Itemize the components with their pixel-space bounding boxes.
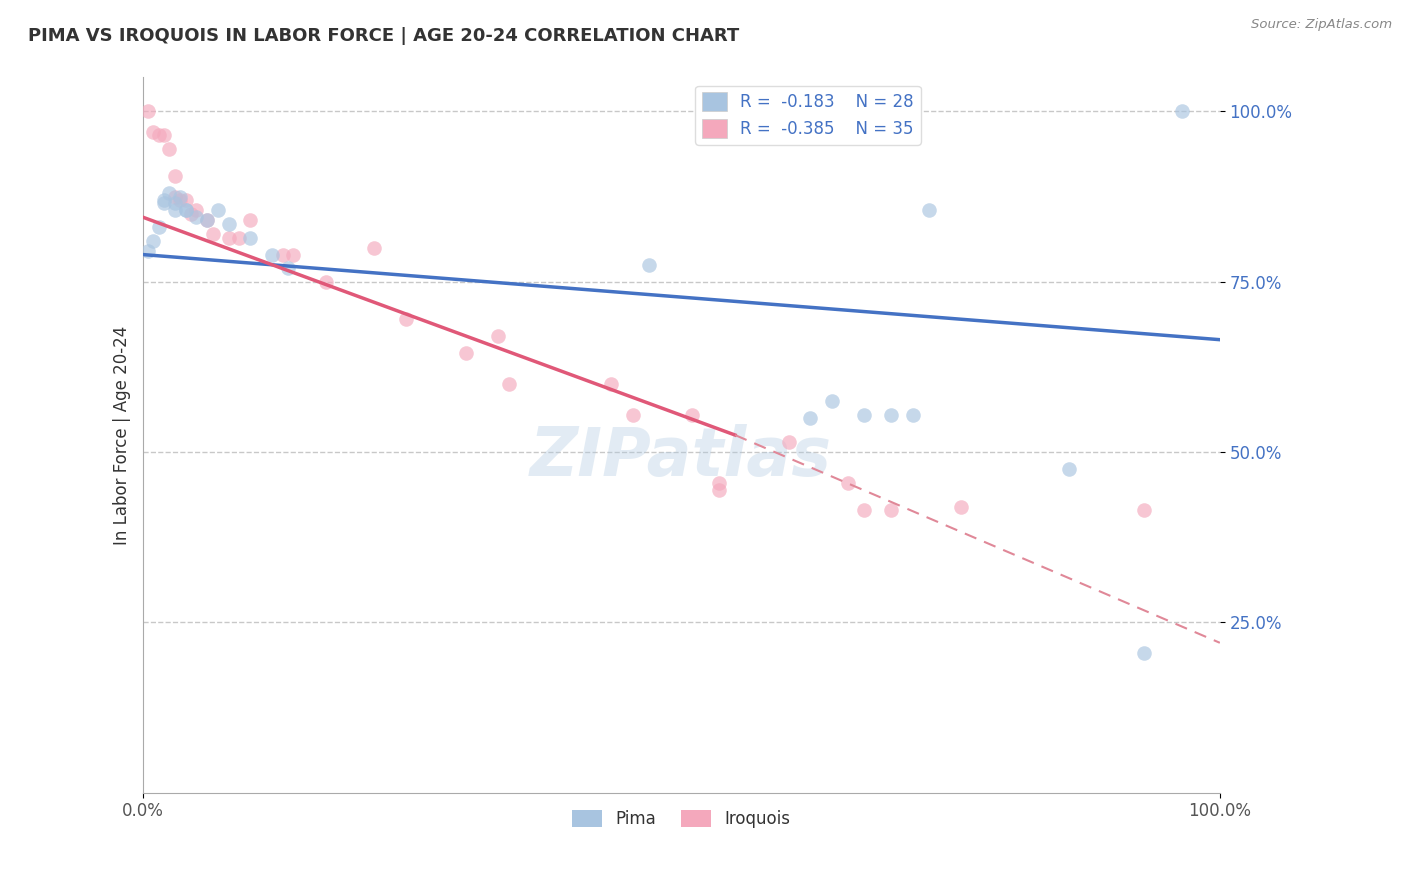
Point: [163, 189, 186, 203]
Point: [186, 210, 208, 224]
Text: PIMA VS IROQUOIS IN LABOR FORCE | AGE 20-24 CORRELATION CHART: PIMA VS IROQUOIS IN LABOR FORCE | AGE 20…: [28, 27, 740, 45]
Point: [148, 128, 170, 143]
Point: [228, 230, 250, 244]
Point: [638, 258, 661, 272]
Point: [163, 196, 186, 211]
Point: [681, 408, 703, 422]
Point: [498, 376, 520, 391]
Point: [918, 203, 941, 218]
Point: [853, 408, 876, 422]
Legend: Pima, Iroquois: Pima, Iroquois: [565, 803, 797, 834]
Point: [195, 213, 218, 227]
Point: [454, 346, 477, 360]
Point: [169, 189, 191, 203]
Point: [159, 142, 181, 156]
Point: [153, 196, 176, 211]
Point: [600, 376, 623, 391]
Point: [136, 104, 159, 119]
Point: [169, 193, 191, 207]
Point: [142, 125, 165, 139]
Point: [1171, 104, 1194, 119]
Point: [218, 217, 240, 231]
Point: [142, 234, 165, 248]
Point: [180, 207, 202, 221]
Point: [277, 261, 299, 276]
Point: [1057, 462, 1080, 476]
Point: [148, 220, 170, 235]
Point: [1133, 646, 1156, 660]
Point: [621, 408, 644, 422]
Y-axis label: In Labor Force | Age 20-24: In Labor Force | Age 20-24: [114, 326, 131, 545]
Point: [363, 241, 385, 255]
Point: [283, 247, 305, 261]
Point: [799, 411, 821, 425]
Text: Source: ZipAtlas.com: Source: ZipAtlas.com: [1251, 18, 1392, 31]
Point: [260, 247, 283, 261]
Point: [239, 213, 262, 227]
Point: [880, 503, 903, 517]
Point: [174, 203, 197, 218]
Point: [174, 193, 197, 207]
Point: [853, 503, 876, 517]
Point: [153, 128, 176, 143]
Point: [207, 203, 229, 218]
Point: [486, 329, 509, 343]
Point: [174, 203, 197, 218]
Point: [163, 169, 186, 184]
Point: [271, 247, 294, 261]
Point: [153, 193, 176, 207]
Point: [395, 312, 418, 326]
Point: [950, 500, 973, 514]
Text: ZIPatlas: ZIPatlas: [530, 424, 832, 490]
Point: [195, 213, 218, 227]
Point: [186, 203, 208, 218]
Point: [1133, 503, 1156, 517]
Point: [821, 394, 844, 409]
Point: [218, 230, 240, 244]
Point: [159, 186, 181, 201]
Point: [315, 275, 337, 289]
Point: [901, 408, 924, 422]
Point: [707, 475, 730, 490]
Point: [201, 227, 224, 241]
Point: [163, 203, 186, 218]
Point: [136, 244, 159, 259]
Point: [707, 483, 730, 497]
Point: [880, 408, 903, 422]
Point: [239, 230, 262, 244]
Point: [778, 434, 800, 449]
Point: [837, 475, 859, 490]
